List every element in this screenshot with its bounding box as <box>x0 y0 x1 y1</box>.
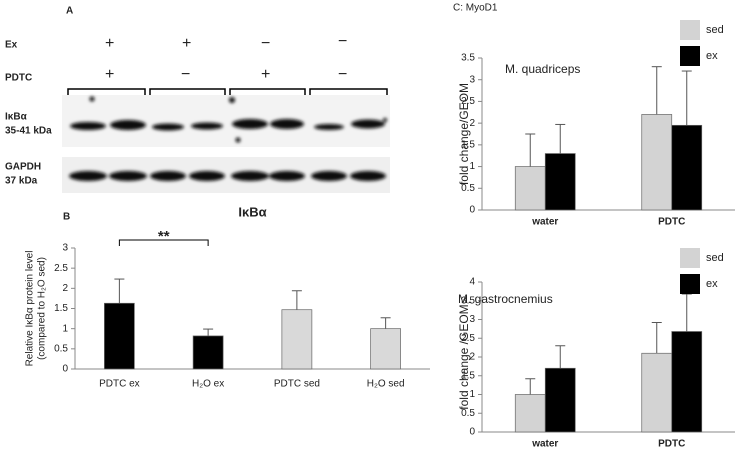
band-size: 37 kDa <box>5 176 38 187</box>
legend-swatch <box>680 248 700 268</box>
panel-label: B <box>63 212 70 223</box>
bar <box>104 302 135 370</box>
row-label: PDTC <box>5 73 32 84</box>
bar <box>192 335 224 370</box>
x-tick-label: PDTC <box>658 439 685 450</box>
y-tick-label: 3 <box>469 74 475 85</box>
chart-label: M. gastrocnemius <box>458 292 553 306</box>
bar <box>544 367 576 433</box>
legend-swatch <box>680 20 700 40</box>
sign: − <box>338 66 347 83</box>
y-tick-label: 3.5 <box>461 295 475 306</box>
x-tick-label: PDTC sed <box>274 379 320 390</box>
lane-brackets <box>67 88 388 97</box>
y-tick-label: 0.5 <box>461 408 475 419</box>
y-tick-label: 1.5 <box>461 139 475 150</box>
y-tick-label: 1 <box>469 161 475 172</box>
x-tick-label: PDTC ex <box>99 379 140 390</box>
chart-label: M. quadriceps <box>505 62 580 76</box>
significance-label: ** <box>158 228 170 245</box>
panel-label: A <box>66 6 73 17</box>
y-tick-label: 3 <box>62 243 68 254</box>
y-tick-label: 2.5 <box>461 96 475 107</box>
legend-label: ex <box>706 50 718 62</box>
legend-swatch <box>680 46 700 66</box>
bar <box>544 153 576 211</box>
bar <box>514 394 546 433</box>
y-tick-label: 1 <box>469 389 475 400</box>
y-tick-label: 1.5 <box>54 303 68 314</box>
legend-label: sed <box>706 252 724 264</box>
y-tick-label: 0 <box>469 205 475 216</box>
band-label: IκBα <box>5 112 28 123</box>
y-tick-label: 3.5 <box>461 53 475 64</box>
y-tick-label: 3 <box>469 314 475 325</box>
y-tick-label: 1 <box>62 323 68 334</box>
x-tick-label: H₂O sed <box>367 379 405 390</box>
bar <box>514 166 546 211</box>
sign: − <box>261 35 270 52</box>
bar <box>370 328 401 370</box>
band-label: GAPDH <box>5 162 41 173</box>
sign: + <box>261 66 270 83</box>
y-tick-label: 2 <box>62 283 68 294</box>
y-tick-label: 2.5 <box>461 333 475 344</box>
legend-label: ex <box>706 278 718 290</box>
bar <box>641 114 673 211</box>
y-axis-label: fold change /GEOM <box>457 304 471 409</box>
sign: + <box>105 66 114 83</box>
y-tick-label: 2.5 <box>54 263 68 274</box>
legend-swatch <box>680 274 700 294</box>
band-size: 35-41 kDa <box>5 126 52 137</box>
y-tick-label: 1.5 <box>461 370 475 381</box>
sign: + <box>105 35 114 52</box>
y-tick-label: 2 <box>469 352 475 363</box>
bar <box>671 124 703 211</box>
x-tick-label: PDTC <box>658 217 685 228</box>
bar <box>671 331 703 433</box>
y-tick-label: 0 <box>469 427 475 438</box>
blot <box>62 95 390 193</box>
x-tick-label: water <box>531 217 558 228</box>
panel-title: C: MyoD1 <box>453 3 498 14</box>
y-axis-label: (compared to H₂O sed) <box>37 257 48 360</box>
bar <box>281 309 313 370</box>
y-tick-label: 0.5 <box>461 183 475 194</box>
y-axis-label: fold change/GEOM <box>457 83 471 185</box>
x-tick-label: H₂O ex <box>192 379 224 390</box>
sign: − <box>338 33 347 50</box>
y-axis-label: Relative IκBα protein level <box>25 251 36 367</box>
chart-title: IκBα <box>238 204 266 219</box>
sign: + <box>182 35 191 52</box>
x-tick-label: water <box>531 439 558 450</box>
y-tick-label: 4 <box>469 277 475 288</box>
significance-bracket <box>118 239 209 246</box>
y-tick-label: 2 <box>469 118 475 129</box>
legend-label: sed <box>706 24 724 36</box>
bar <box>641 352 673 433</box>
row-label: Ex <box>5 40 18 51</box>
y-tick-label: 0 <box>62 364 68 375</box>
y-tick-label: 0.5 <box>54 343 68 354</box>
sign: − <box>181 66 190 83</box>
